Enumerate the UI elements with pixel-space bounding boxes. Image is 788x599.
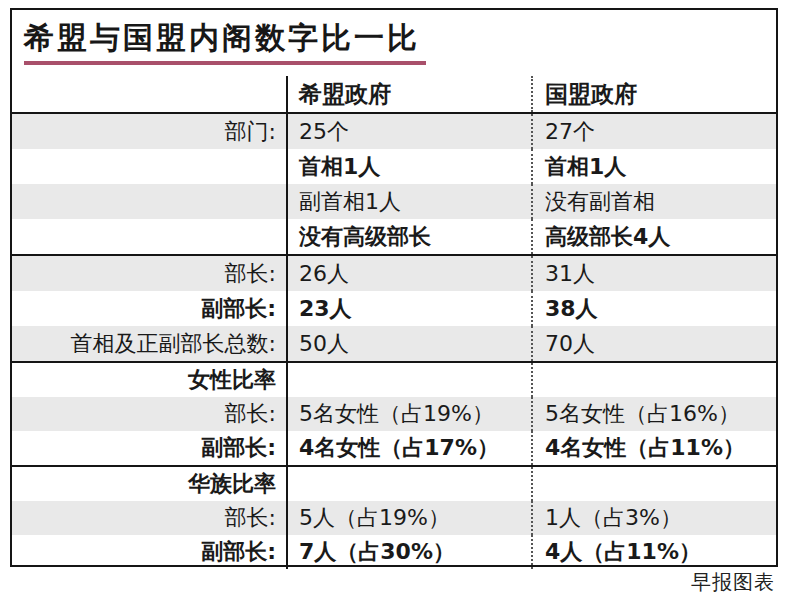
ph-value: 首相1人 [288, 149, 533, 184]
row-label: 部长: [12, 256, 288, 291]
credit-label: 早报图表 [691, 569, 775, 596]
pn-value: 38人 [533, 291, 776, 326]
table-row: 部长:5人（占19%）1人（占3%） [12, 501, 776, 535]
table-row: 首相及正副部长总数:50人70人 [12, 326, 776, 361]
row-label [12, 184, 288, 219]
pn-value [533, 467, 776, 501]
ph-value: 没有高级部长 [288, 219, 533, 254]
table-body: 部门:25个27个首相1人首相1人副首相1人没有副首相没有高级部长高级部长4人部… [12, 114, 776, 569]
table-row: 副部长:23人38人 [12, 291, 776, 326]
title-underline [24, 61, 426, 65]
pn-value: 没有副首相 [533, 184, 776, 219]
page-background: { "title": "希盟与国盟内阁数字比一比", "credit": "早报… [0, 0, 788, 599]
table-row: 华族比率 [12, 467, 776, 501]
ph-value: 5名女性（占19%） [288, 397, 533, 431]
row-label: 部长: [12, 501, 288, 535]
ph-value: 5人（占19%） [288, 501, 533, 535]
pn-value: 31人 [533, 256, 776, 291]
pn-value: 首相1人 [533, 149, 776, 184]
table-row: 副首相1人没有副首相 [12, 184, 776, 219]
row-label: 部长: [12, 397, 288, 431]
pn-value: 1人（占3%） [533, 501, 776, 535]
pn-value: 27个 [533, 114, 776, 149]
table-row: 部门:25个27个 [12, 114, 776, 149]
pn-value: 4人（占11%） [533, 535, 776, 569]
table-row: 副部长:7人（占30%）4人（占11%） [12, 535, 776, 569]
row-label [12, 149, 288, 184]
ph-value: 26人 [288, 256, 533, 291]
table-row: 副部长:4名女性（占17%）4名女性（占11%） [12, 431, 776, 465]
row-label [12, 219, 288, 254]
ph-value: 副首相1人 [288, 184, 533, 219]
table-row: 部长:5名女性（占19%）5名女性（占16%） [12, 397, 776, 431]
infographic-frame: 希盟与国盟内阁数字比一比 希盟政府 国盟政府 部门:25个27个首相1人首相1人… [10, 8, 778, 567]
column-header-ph: 希盟政府 [288, 76, 533, 112]
ph-value [288, 363, 533, 397]
pn-value: 高级部长4人 [533, 219, 776, 254]
row-label: 副部长: [12, 431, 288, 465]
row-label: 部门: [12, 114, 288, 149]
row-label: 副部长: [12, 535, 288, 569]
column-header-pn: 国盟政府 [533, 76, 776, 112]
table-row: 部长:26人31人 [12, 256, 776, 291]
table-row: 女性比率 [12, 363, 776, 397]
pn-value [533, 363, 776, 397]
ph-value: 4名女性（占17%） [288, 431, 533, 465]
pn-value: 70人 [533, 326, 776, 361]
ph-value: 23人 [288, 291, 533, 326]
ph-value [288, 467, 533, 501]
ph-value: 25个 [288, 114, 533, 149]
comparison-table: 希盟政府 国盟政府 部门:25个27个首相1人首相1人副首相1人没有副首相没有高… [12, 76, 776, 569]
column-header-empty [12, 76, 288, 112]
ph-value: 50人 [288, 326, 533, 361]
pn-value: 5名女性（占16%） [533, 397, 776, 431]
pn-value: 4名女性（占11%） [533, 431, 776, 465]
row-label: 华族比率 [12, 467, 288, 501]
column-header-row: 希盟政府 国盟政府 [12, 76, 776, 112]
row-label: 首相及正副部长总数: [12, 326, 288, 361]
row-label: 女性比率 [12, 363, 288, 397]
infographic-title: 希盟与国盟内阁数字比一比 [24, 20, 776, 56]
ph-value: 7人（占30%） [288, 535, 533, 569]
table-row: 首相1人首相1人 [12, 149, 776, 184]
table-row: 没有高级部长高级部长4人 [12, 219, 776, 254]
row-label: 副部长: [12, 291, 288, 326]
